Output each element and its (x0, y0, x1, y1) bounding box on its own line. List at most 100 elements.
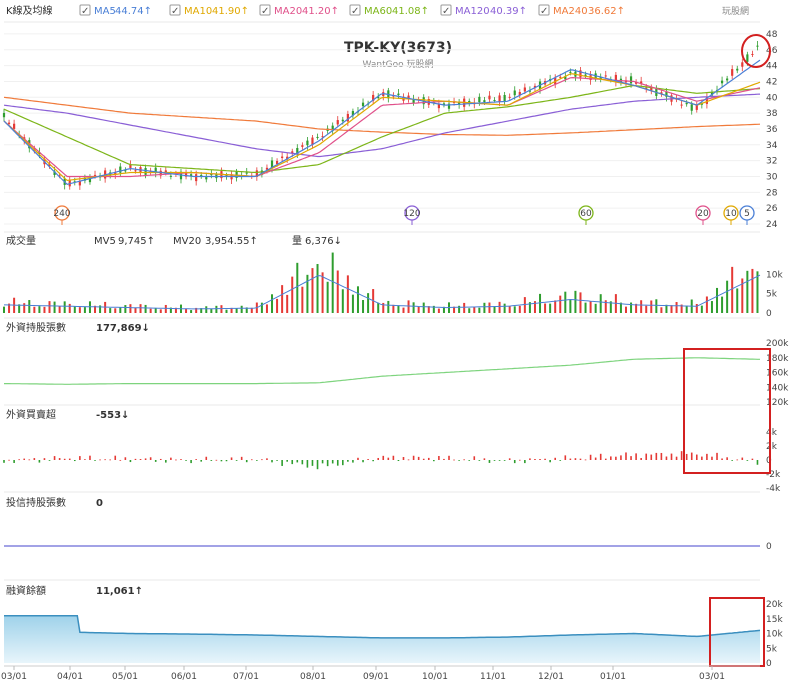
foreign-holdings-value: 177,869↓ (96, 323, 150, 334)
foreign-net-bar (154, 460, 157, 462)
volume-bars (3, 252, 761, 313)
volume-bar (164, 304, 167, 313)
volume-bar (746, 270, 749, 313)
x-tick-label: 03/01 (699, 672, 725, 682)
foreign-net-tick-label: 2k (766, 442, 778, 452)
trust-holdings-tick-label: 0 (766, 542, 772, 552)
volume-bar (73, 306, 76, 313)
candle-body (38, 152, 41, 155)
volume-bar (356, 286, 359, 313)
volume-bar (8, 303, 11, 313)
volume-bar (94, 305, 97, 313)
foreign-net-bar (615, 456, 617, 460)
foreign-net-bar (675, 456, 678, 460)
volume-bar (710, 301, 713, 313)
ma-legend: K線及均線 ✓ MA5 44.74↑ ✓ MA10 41.90↑ ✓ MA20 41.20↑ ✓ M… (6, 4, 625, 17)
volume-bar (99, 305, 102, 313)
margin-title: 融資餘額 (6, 584, 46, 597)
volume-bar (301, 286, 304, 313)
foreign-holdings-tick-label: 200k (766, 339, 789, 349)
volume-bar (144, 304, 147, 313)
candle-body (190, 174, 193, 177)
volume-bar (392, 304, 395, 313)
candle-body (604, 75, 607, 77)
ma-line-ma120 (3, 93, 761, 158)
volume-bar (43, 306, 46, 313)
x-tick-label: 10/01 (422, 672, 448, 682)
volume-bar (271, 294, 274, 313)
volume-bar (528, 302, 531, 313)
margin-line (4, 615, 761, 639)
candle-body (205, 177, 208, 180)
foreign-net-bar (544, 458, 546, 460)
foreign-net-bar (508, 458, 511, 460)
foreign-net-bar (190, 460, 192, 464)
candle-body (53, 171, 56, 176)
volume-bar (336, 270, 339, 313)
candle-body (407, 95, 410, 100)
legend-ma120-label: MA120 (455, 6, 490, 17)
volume-title: 成交量 (6, 234, 36, 247)
volume-bar (129, 304, 132, 313)
volume-bar (463, 302, 466, 313)
volume-bar (33, 306, 36, 313)
volume-bar (265, 304, 268, 313)
candle-body (483, 100, 486, 103)
volume-bar (453, 306, 456, 313)
volume-bar (346, 275, 349, 313)
x-tick-label: 06/01 (171, 672, 197, 682)
foreign-net-bar (357, 457, 359, 460)
marker-ma5 (739, 205, 755, 221)
volume-bar (544, 303, 547, 313)
foreign-net-bar (89, 455, 91, 460)
price-tick-label: 34 (766, 141, 778, 151)
foreign-net-bar (286, 460, 288, 462)
foreign-net-bar (610, 456, 612, 460)
volume-bar (68, 303, 71, 313)
volume-bar (260, 302, 263, 313)
foreign-holdings-line (4, 357, 760, 385)
volume-bar (276, 298, 279, 313)
candle-body (361, 102, 365, 107)
volume-bar (675, 302, 678, 313)
foreign-net-bar (336, 460, 339, 466)
foreign-net-bar (392, 455, 395, 460)
foreign-net-bar (680, 451, 683, 460)
x-tick-label: 07/01 (233, 672, 259, 682)
mv20-value: 3,954.55↑ (205, 236, 258, 247)
foreign-net-bar (245, 460, 248, 463)
volume-bar (533, 301, 536, 313)
candle-body (690, 104, 693, 111)
foreign-net-bar (574, 458, 577, 460)
ma-lines (3, 59, 761, 185)
marker-label: 20 (697, 209, 709, 219)
margin-value: 11,061↑ (96, 586, 143, 597)
candle-body (372, 94, 375, 101)
candle-body (78, 180, 81, 186)
foreign-net-bar (58, 458, 61, 460)
candle-body (665, 92, 668, 97)
foreign-net-bar (68, 458, 71, 460)
volume-bar (726, 280, 729, 313)
price-tick-label: 46 (766, 46, 778, 56)
checkbox-ma60 (349, 4, 361, 16)
volume-bar (119, 307, 122, 313)
price-axis: 48 46 44 42 40 38 36 34 32 30 28 26 24 (766, 30, 778, 230)
candle-body (579, 70, 582, 78)
candle-body (270, 160, 274, 168)
volume-bar (685, 305, 688, 313)
volume-bar (367, 293, 370, 313)
x-tick-label: 03/01 (1, 672, 27, 682)
volume-bar (205, 306, 208, 313)
foreign-net-bar (124, 457, 127, 460)
volume-bar (579, 292, 582, 313)
candle-body (447, 103, 451, 109)
volume-bar (721, 296, 724, 313)
foreign-net-bar (711, 456, 713, 460)
foreign-net-bar (261, 459, 263, 461)
volume-bar (331, 252, 334, 313)
foreign-net-bar (180, 459, 182, 460)
foreign-net-bar (63, 458, 66, 460)
volume-bar (736, 288, 739, 313)
